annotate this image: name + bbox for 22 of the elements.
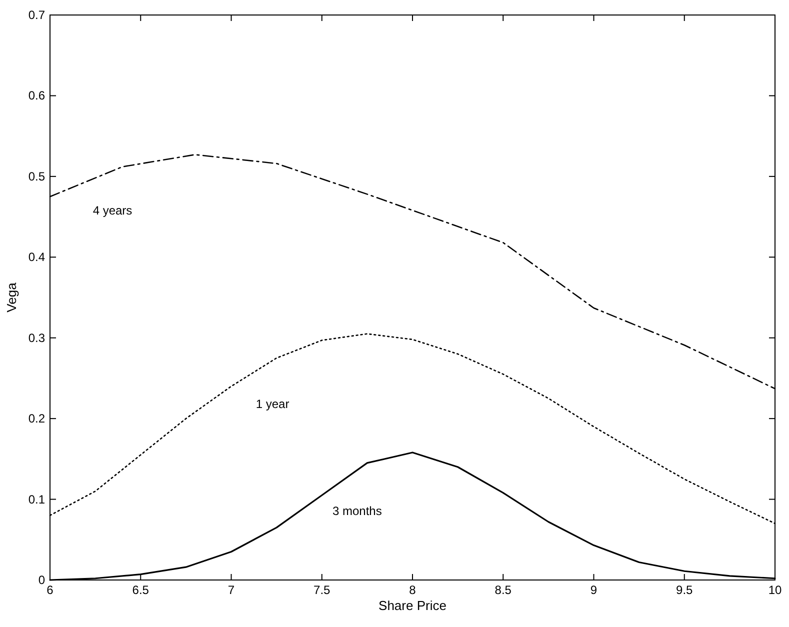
x-tick-label: 6.5 <box>132 583 150 597</box>
x-tick-label: 8.5 <box>494 583 512 597</box>
y-axis-title: Vega <box>4 282 19 312</box>
x-tick-label: 10 <box>768 583 782 597</box>
y-tick-label: 0.3 <box>28 330 46 345</box>
y-tick-label: 0 <box>38 573 46 587</box>
x-tick-label: 7 <box>228 583 235 597</box>
x-tick-label: 8 <box>409 583 416 597</box>
y-tick-label: 0.4 <box>28 250 46 264</box>
x-axis-title: Share Price <box>378 598 446 613</box>
y-tick-label: 0.5 <box>28 169 46 184</box>
x-tick-label: 7.5 <box>314 583 331 597</box>
y-tick-label: 0.7 <box>28 8 46 22</box>
series-label: 3 months <box>332 504 382 518</box>
series-label: 4 years <box>92 204 132 218</box>
series-label: 1 year <box>256 397 290 412</box>
x-tick-label: 9 <box>590 583 598 597</box>
y-tick-label: 0.2 <box>28 412 46 426</box>
x-tick-label: 6 <box>46 583 54 597</box>
x-tick-label: 9.5 <box>676 583 694 597</box>
y-tick-label: 0.6 <box>28 88 46 103</box>
y-tick-label: 0.1 <box>28 492 46 506</box>
